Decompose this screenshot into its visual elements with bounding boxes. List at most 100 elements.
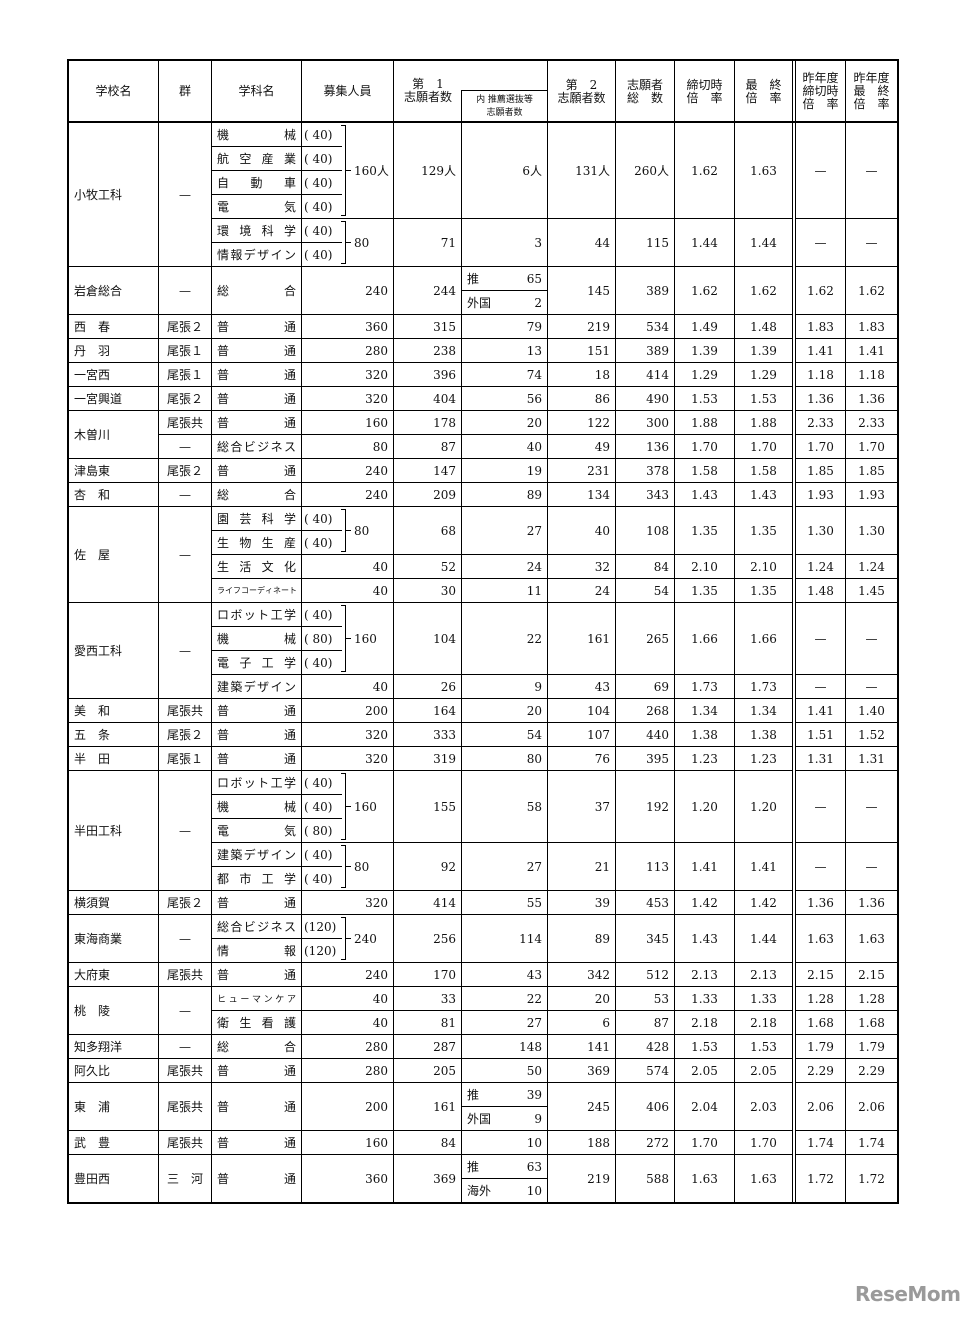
total-text: 343 (646, 487, 669, 502)
rate-close-text: 1.33 (691, 991, 718, 1006)
dept: 情報 (211, 938, 302, 963)
first-text: 244 (433, 283, 456, 298)
rate-final-text: 1.48 (750, 319, 777, 334)
rate-final: 1.38 (734, 722, 793, 747)
second-text: 342 (587, 967, 610, 982)
first-text: 30 (440, 583, 456, 598)
prev-final: — (845, 218, 898, 267)
dept: 園芸科学 (211, 506, 302, 531)
dept-name: 都市工学 (217, 872, 296, 886)
dept-name: 総合 (217, 284, 296, 298)
rate-final-text: 1.73 (750, 679, 777, 694)
second-text: 49 (594, 439, 610, 454)
recommend: 148 (461, 1034, 548, 1059)
rate-close-text: 1.20 (691, 799, 718, 814)
total: 534 (615, 314, 675, 339)
quota-text: ( 80) (304, 631, 333, 646)
total: 192 (615, 770, 675, 843)
dept-name: 普通 (217, 1172, 296, 1186)
header-cell: 昨年度 締切時倍 率 (795, 60, 846, 123)
recommend-text: 24 (526, 559, 542, 574)
dept: 普通 (211, 746, 302, 771)
total: 574 (615, 1058, 675, 1083)
prev-close: 2.06 (795, 1082, 846, 1131)
quota-text: ( 40) (304, 871, 333, 886)
rate-close-text: 1.34 (691, 703, 718, 718)
second-text: 86 (594, 391, 610, 406)
recommend: 22 (461, 602, 548, 675)
first: 155 (393, 770, 462, 843)
dept-name: 電気 (217, 824, 296, 838)
rate-final: 1.23 (734, 746, 793, 771)
rate-final-text: 1.23 (750, 751, 777, 766)
header-text: 志願者数 (486, 107, 523, 118)
second: 107 (547, 722, 616, 747)
prev-final-text: 2.15 (858, 967, 885, 982)
second-text: 24 (594, 583, 610, 598)
rate-close-text: 1.49 (691, 319, 718, 334)
dept-name: 普通 (217, 416, 296, 430)
prev-close-text: 1.70 (807, 439, 834, 454)
first-text: 52 (440, 559, 456, 574)
prev-final: 2.29 (845, 1058, 898, 1083)
rate-close: 1.44 (674, 218, 735, 267)
group-text: — (179, 643, 191, 658)
recruit: 360 (301, 1154, 394, 1203)
dept-name: 園芸科学 (217, 512, 296, 526)
prev-close-text: 1.51 (807, 727, 834, 742)
rate-final-text: 1.44 (750, 931, 777, 946)
header-text: 志願者 (626, 77, 663, 92)
dept-name: 普通 (217, 1136, 296, 1150)
first-text: 287 (433, 1039, 456, 1054)
header-text: 第 1 (412, 77, 444, 91)
second: 134 (547, 482, 616, 507)
recommend: 推 63 (461, 1154, 548, 1179)
first: 161 (393, 1082, 462, 1131)
rate-final: 1.53 (734, 386, 793, 411)
rate-final-text: 1.63 (750, 163, 777, 178)
prev-close: 1.41 (795, 698, 846, 723)
recommend-text: 148 (519, 1039, 542, 1054)
dept-name: 衛生看護 (217, 1016, 296, 1030)
recommend: 推 65 (461, 266, 548, 291)
dept: 総合 (211, 266, 302, 315)
total-text: 414 (646, 367, 669, 382)
total: 440 (615, 722, 675, 747)
recommend-label: 推 (467, 1160, 480, 1174)
rate-final: 1.70 (734, 434, 793, 459)
dept: 総合 (211, 482, 302, 507)
recruit-text: 40 (372, 559, 388, 574)
rate-close-text: 2.04 (691, 1099, 718, 1114)
dept: 環境科学 (211, 218, 302, 243)
recommend-text: 19 (526, 463, 542, 478)
bracket (341, 773, 346, 840)
prev-final-text: 2.29 (858, 1063, 885, 1078)
bracket (341, 221, 346, 264)
second-text: 219 (587, 1171, 610, 1186)
first: 170 (393, 962, 462, 987)
first: 26 (393, 674, 462, 699)
quota: ( 80) (301, 818, 342, 843)
school-name-text: 武 豊 (74, 1136, 111, 1150)
rate-close-text: 1.38 (691, 727, 718, 742)
recommend: 80 (461, 746, 548, 771)
recruit: 320 (301, 722, 394, 747)
rate-close-text: 1.39 (691, 343, 718, 358)
recommend-text: 58 (526, 799, 542, 814)
quota: (120) (301, 914, 342, 939)
school-name: 知多翔洋 (68, 1034, 159, 1059)
prev-final: 1.68 (845, 1010, 898, 1035)
second: 122 (547, 410, 616, 435)
dept-name: ロボット工学 (217, 608, 296, 622)
first-text: 333 (433, 727, 456, 742)
recommend-text: 11 (526, 583, 542, 598)
rate-final: 2.10 (734, 554, 793, 579)
recommend-text: 89 (526, 487, 542, 502)
recruit-text: 360 (365, 319, 388, 334)
group-text: — (179, 187, 191, 202)
first: 287 (393, 1034, 462, 1059)
prev-close-text: 1.85 (807, 463, 834, 478)
quota-text: ( 40) (304, 655, 333, 670)
rate-close: 2.04 (674, 1082, 735, 1131)
dept: 普通 (211, 386, 302, 411)
